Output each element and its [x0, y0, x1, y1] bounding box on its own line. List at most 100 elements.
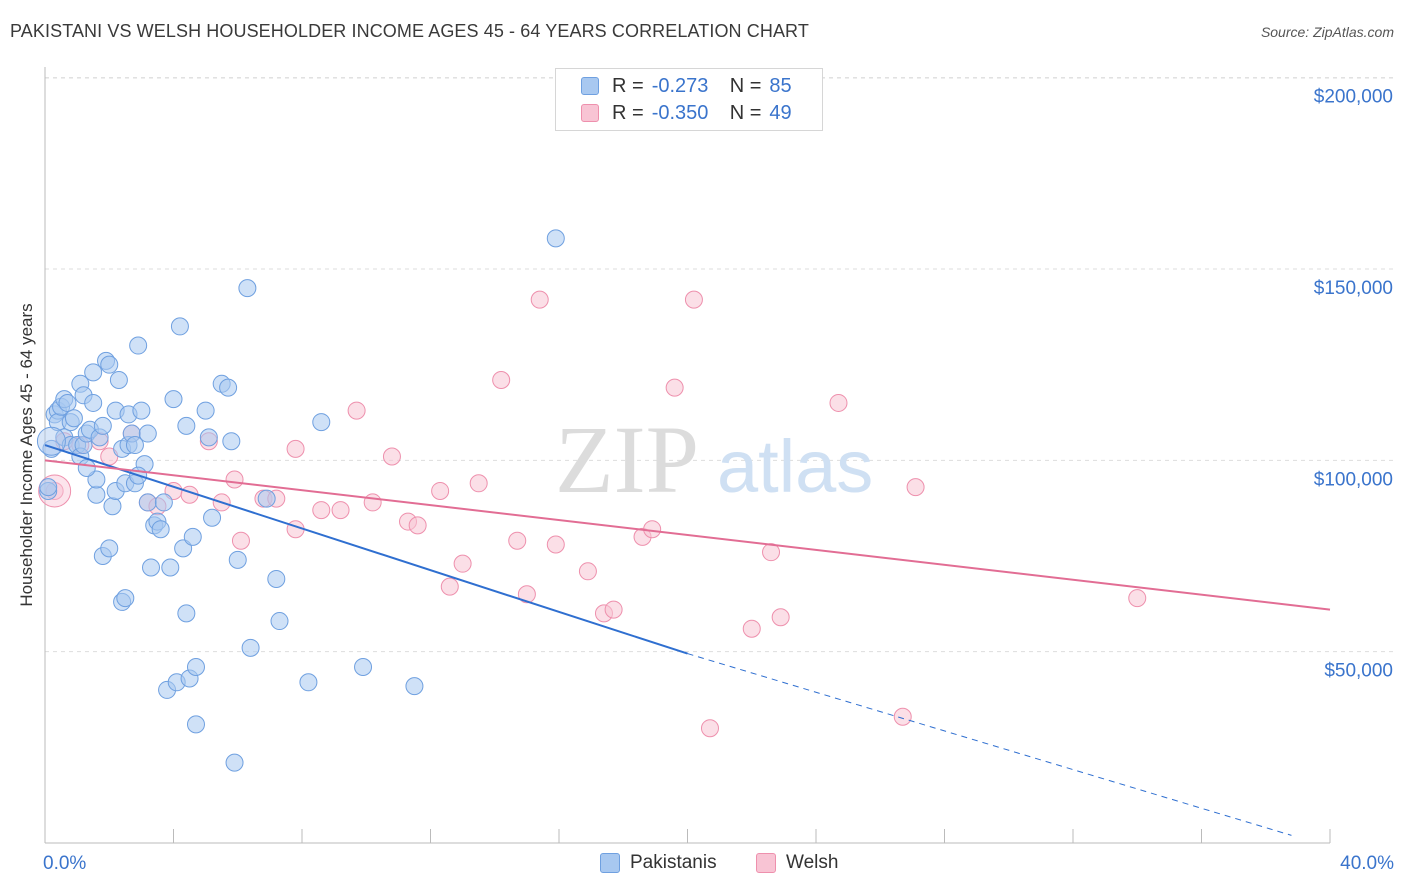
welsh-point [225, 470, 244, 489]
legend-n-value: 85 [769, 74, 792, 97]
pakistani-point [138, 424, 157, 443]
legend-r-value: -0.350 [651, 101, 709, 124]
welsh-point [408, 516, 427, 535]
welsh-point [578, 562, 597, 581]
pakistani-point [64, 409, 83, 428]
pakistani-point [203, 508, 222, 527]
grid-lines [45, 77, 1393, 653]
pakistani-point [177, 416, 196, 435]
pakistani-point [132, 401, 151, 420]
legend-swatch-pakistanis [581, 77, 599, 95]
legend-n-value: 49 [769, 101, 792, 124]
pakistani-point [186, 715, 205, 734]
pakistani-point [177, 604, 196, 623]
legend-swatch-pakistanis [600, 853, 620, 873]
welsh-point [546, 535, 565, 554]
y-tick-label: $200,000 [1314, 87, 1393, 108]
pakistani-point [93, 416, 112, 435]
pakistani-point [354, 657, 373, 676]
pakistani-point [39, 478, 58, 497]
welsh-point [742, 619, 761, 638]
legend-r-label: R = [612, 74, 644, 97]
stats-legend: R = -0.273 N = 85 R = -0.350 N = 49 [555, 68, 823, 131]
pakistani-point [103, 497, 122, 516]
pakistani-point [174, 539, 193, 558]
pakistani-point [138, 493, 157, 512]
pakistani-point [151, 520, 170, 539]
legend-r-label: R = [612, 101, 644, 124]
legend-row-pakistanis: R = -0.273 N = 85 [581, 74, 792, 98]
pakistani-point [154, 493, 173, 512]
welsh-point [469, 474, 488, 493]
legend-n-label: N = [729, 74, 762, 97]
pakistani-point [164, 390, 183, 409]
pakistani-point [100, 539, 119, 558]
legend-label-welsh: Welsh [786, 852, 839, 873]
pakistani-point [161, 558, 180, 577]
welsh-point [286, 439, 305, 458]
pakistani-trend-extension [687, 653, 1292, 836]
welsh-point [665, 378, 684, 397]
welsh-point [906, 478, 925, 497]
pakistani-point [84, 363, 103, 382]
pakistani-point [196, 401, 215, 420]
legend-swatch-welsh [581, 104, 599, 122]
pakistani-point [267, 569, 286, 588]
pakistani-point [257, 489, 276, 508]
welsh-point [331, 501, 350, 520]
tick-labels: $50,000 $100,000 $150,000 $200,000 0.0% 40.0% [43, 87, 1394, 874]
pakistani-point [241, 638, 260, 657]
welsh-point [508, 531, 527, 550]
pakistani-point [186, 657, 205, 676]
welsh-point [431, 481, 450, 500]
pakistani-point [77, 458, 96, 477]
source-label: Source: ZipAtlas.com [1260, 24, 1394, 40]
y-tick-label: $150,000 [1314, 278, 1393, 299]
pakistani-point [219, 378, 238, 397]
welsh-point [684, 290, 703, 309]
x-tick-label: 40.0% [1340, 853, 1394, 874]
pakistani-point [405, 677, 424, 696]
pakistani-point [183, 527, 202, 546]
pakistani-point [228, 550, 247, 569]
welsh-point [829, 393, 848, 412]
pakistani-point [36, 426, 66, 456]
pakistani-point [100, 355, 119, 374]
pakistani-point [87, 470, 106, 489]
y-tick-label: $100,000 [1314, 469, 1393, 490]
pakistani-points [36, 229, 565, 772]
welsh-point [604, 600, 623, 619]
chart-title: PAKISTANI VS WELSH HOUSEHOLDER INCOME AG… [10, 21, 809, 41]
pakistani-point [238, 279, 257, 298]
pakistani-trend-line [44, 444, 688, 655]
welsh-point [1128, 589, 1147, 608]
welsh-trend-line [44, 459, 1331, 611]
welsh-point [440, 577, 459, 596]
pakistani-point [142, 558, 161, 577]
legend-n-label: N = [729, 101, 762, 124]
welsh-point [312, 501, 331, 520]
welsh-point [492, 370, 511, 389]
pakistani-point [129, 336, 148, 355]
legend-row-welsh: R = -0.350 N = 49 [581, 101, 792, 125]
welsh-point [771, 608, 790, 627]
pakistani-point [116, 589, 135, 608]
pakistani-point [222, 432, 241, 451]
y-axis-label: Householder Income Ages 45 - 64 years [17, 303, 36, 607]
series-legend: Pakistanis Welsh [0, 852, 1406, 876]
pakistani-point [125, 436, 144, 455]
pakistani-point [84, 393, 103, 412]
pakistani-point [270, 612, 289, 631]
pakistani-point [312, 413, 331, 432]
welsh-point [530, 290, 549, 309]
welsh-point [517, 585, 536, 604]
welsh-point [347, 401, 366, 420]
welsh-point [700, 719, 719, 738]
pakistani-point [109, 370, 128, 389]
pakistani-point [299, 673, 318, 692]
legend-item-welsh[interactable]: Welsh [756, 852, 838, 874]
trend-lines [44, 444, 1331, 836]
y-tick-label: $50,000 [1324, 661, 1393, 682]
legend-item-pakistanis[interactable]: Pakistanis [600, 852, 717, 874]
